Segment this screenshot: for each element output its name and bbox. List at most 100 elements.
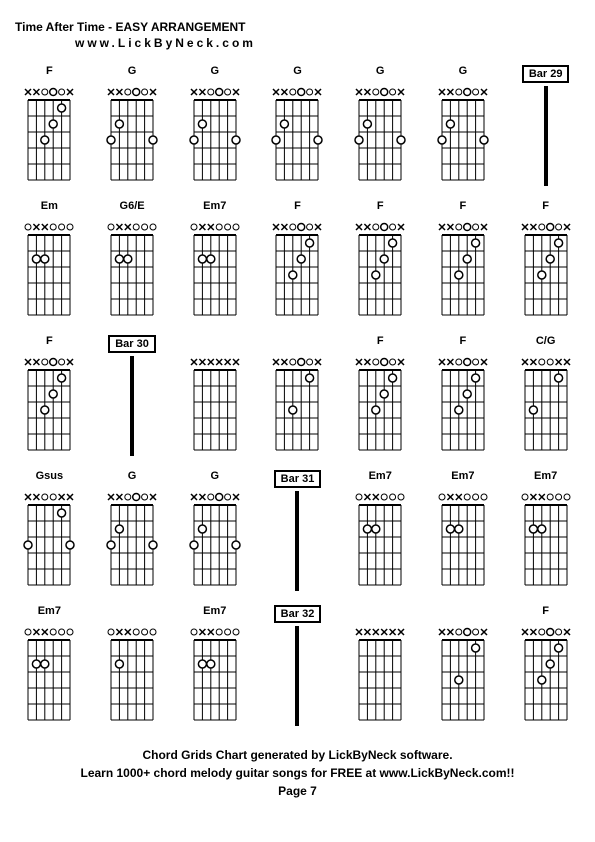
- chord-label: F: [46, 335, 53, 349]
- chord-diagram: [269, 82, 325, 182]
- bar-label: Bar 32: [274, 605, 322, 623]
- chord-diagram: [104, 487, 160, 587]
- chord-cell: Em: [15, 200, 84, 321]
- chord-label: Em: [41, 200, 58, 214]
- chord-cell: G: [263, 65, 332, 186]
- chord-diagram: [435, 622, 491, 722]
- chord-cell: Em7: [15, 605, 84, 726]
- chord-grid: FGGGGGBar 29EmG6/EEm7FFFFFBar 30FFC/GGsu…: [15, 65, 580, 726]
- chord-label: Em7: [451, 470, 474, 484]
- chord-diagram: [21, 487, 77, 587]
- chord-diagram: [435, 217, 491, 317]
- bar-divider-icon: [130, 356, 134, 456]
- chord-cell: Gsus: [15, 470, 84, 591]
- chord-diagram: [269, 217, 325, 317]
- chord-cell: Em7: [180, 605, 249, 726]
- chord-cell: F: [15, 335, 84, 456]
- chord-label: G: [128, 470, 137, 484]
- chord-label: G: [211, 65, 220, 79]
- bar-divider-icon: [544, 86, 548, 186]
- chord-diagram: [352, 217, 408, 317]
- footer-line-3: Page 7: [15, 782, 580, 800]
- chord-diagram: [187, 82, 243, 182]
- chord-label: F: [460, 335, 467, 349]
- chord-diagram: [21, 217, 77, 317]
- site-url: www.LickByNeck.com: [15, 36, 580, 50]
- chord-diagram: [104, 82, 160, 182]
- bar-divider-icon: [295, 626, 299, 726]
- chord-diagram: [352, 352, 408, 452]
- chord-cell: [263, 335, 332, 456]
- chord-label: F: [377, 335, 384, 349]
- chord-label: G: [128, 65, 137, 79]
- chord-label: F: [542, 200, 549, 214]
- chord-cell: G: [98, 470, 167, 591]
- song-title: Time After Time - EASY ARRANGEMENT: [15, 20, 580, 34]
- chord-label: Em7: [203, 605, 226, 619]
- bar-label: Bar 29: [522, 65, 570, 83]
- chord-cell: F: [429, 200, 498, 321]
- chord-cell: Em7: [180, 200, 249, 321]
- chord-diagram: [187, 352, 243, 452]
- chord-diagram: [352, 82, 408, 182]
- chord-cell: F: [15, 65, 84, 186]
- chord-cell: [346, 605, 415, 726]
- chord-label: Em7: [38, 605, 61, 619]
- chord-label: G: [376, 65, 385, 79]
- chord-label: Em7: [534, 470, 557, 484]
- chord-cell: G: [180, 470, 249, 591]
- chord-diagram: [435, 487, 491, 587]
- chord-diagram: [187, 217, 243, 317]
- chord-cell: F: [346, 335, 415, 456]
- chord-cell: Bar 31: [263, 470, 332, 591]
- chord-label: Gsus: [36, 470, 64, 484]
- chord-cell: Em7: [346, 470, 415, 591]
- chord-diagram: [269, 352, 325, 452]
- chord-label: G: [293, 65, 302, 79]
- chord-diagram: [518, 487, 574, 587]
- bar-label: Bar 31: [274, 470, 322, 488]
- chord-cell: [180, 335, 249, 456]
- chord-diagram: [352, 622, 408, 722]
- chord-cell: Bar 29: [511, 65, 580, 186]
- footer-line-1: Chord Grids Chart generated by LickByNec…: [15, 746, 580, 764]
- chord-diagram: [435, 352, 491, 452]
- chord-diagram: [187, 622, 243, 722]
- header: Time After Time - EASY ARRANGEMENT www.L…: [15, 20, 580, 50]
- chord-cell: G: [180, 65, 249, 186]
- chord-cell: Em7: [511, 470, 580, 591]
- chord-label: F: [460, 200, 467, 214]
- chord-cell: G: [346, 65, 415, 186]
- chord-diagram: [104, 217, 160, 317]
- chord-cell: [429, 605, 498, 726]
- footer-line-2: Learn 1000+ chord melody guitar songs fo…: [15, 764, 580, 782]
- page-container: Time After Time - EASY ARRANGEMENT www.L…: [0, 0, 595, 842]
- chord-cell: F: [429, 335, 498, 456]
- chord-cell: C/G: [511, 335, 580, 456]
- chord-cell: G: [98, 65, 167, 186]
- chord-cell: F: [511, 200, 580, 321]
- chord-cell: Bar 30: [98, 335, 167, 456]
- chord-label: F: [542, 605, 549, 619]
- chord-cell: [98, 605, 167, 726]
- chord-cell: F: [511, 605, 580, 726]
- chord-label: G: [211, 470, 220, 484]
- chord-diagram: [21, 352, 77, 452]
- footer: Chord Grids Chart generated by LickByNec…: [15, 746, 580, 800]
- bar-label: Bar 30: [108, 335, 156, 353]
- chord-label: F: [46, 65, 53, 79]
- chord-cell: G6/E: [98, 200, 167, 321]
- chord-label: C/G: [536, 335, 556, 349]
- chord-cell: G: [429, 65, 498, 186]
- chord-label: F: [294, 200, 301, 214]
- chord-diagram: [518, 352, 574, 452]
- chord-diagram: [435, 82, 491, 182]
- chord-cell: F: [346, 200, 415, 321]
- chord-diagram: [352, 487, 408, 587]
- chord-diagram: [518, 217, 574, 317]
- chord-cell: Bar 32: [263, 605, 332, 726]
- chord-label: Em7: [369, 470, 392, 484]
- chord-cell: F: [263, 200, 332, 321]
- chord-label: F: [377, 200, 384, 214]
- chord-label: G6/E: [120, 200, 145, 214]
